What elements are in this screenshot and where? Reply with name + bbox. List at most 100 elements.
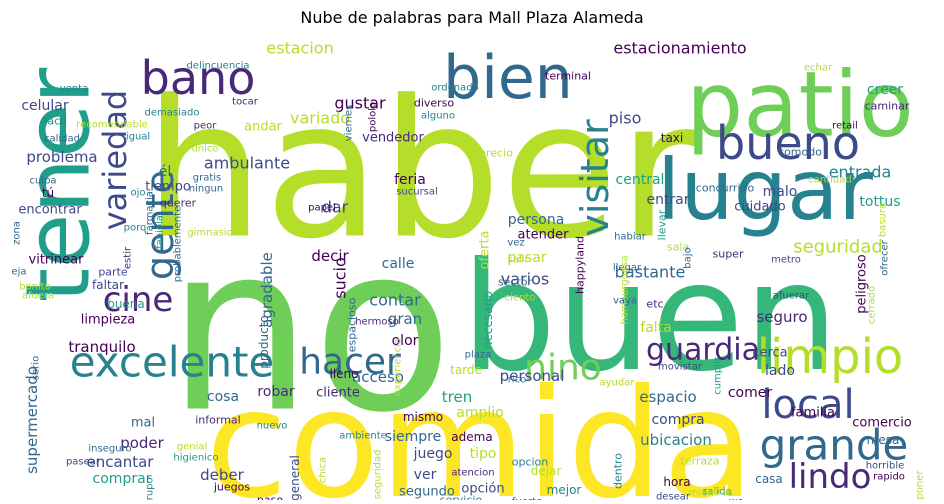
word-181: sector (498, 276, 533, 289)
word-71: vitrinear (29, 253, 85, 268)
word-19: local (761, 382, 854, 428)
word-131: movistar (658, 362, 703, 373)
word-152: ojo (130, 188, 145, 199)
word-48: tottus (859, 194, 900, 210)
word-28: ambulante (204, 154, 290, 173)
word-45: entrar (646, 192, 689, 208)
word-7: bano (141, 51, 256, 105)
word-187: super (713, 248, 744, 261)
word-94: tren (442, 388, 472, 406)
word-104: ver (414, 467, 437, 483)
word-84: compra (651, 412, 704, 428)
word-143: serio (31, 356, 42, 380)
word-96: siempre (385, 429, 441, 445)
word-197: experiencia (393, 338, 404, 396)
word-32: calidad (44, 134, 80, 145)
word-88: supermercado (23, 366, 41, 474)
word-9: bueno (716, 116, 860, 170)
word-112: pasear (66, 457, 101, 468)
word-119: nuevo (257, 421, 288, 432)
word-168: viernes (344, 105, 355, 141)
word-190: cerrado (867, 286, 878, 324)
word-151: querer (160, 197, 197, 210)
word-69: gran (388, 310, 422, 328)
word-13: cine (103, 280, 174, 320)
word-46: malo (763, 184, 798, 200)
word-3: comida (205, 358, 754, 500)
word-68: agradable (258, 252, 276, 328)
word-103: mesa (867, 433, 900, 447)
word-61: varios (501, 270, 549, 289)
word-185: etc (646, 298, 663, 311)
word-202: wc (729, 497, 743, 501)
word-11: gente (138, 170, 182, 280)
word-47: cuidado (734, 200, 785, 215)
word-164: porq (124, 223, 147, 234)
word-10: variedad (96, 90, 134, 231)
word-70: seguro (756, 308, 807, 326)
word-cloud-title: Nube de palabras para Mall Plaza Alameda (300, 8, 644, 27)
word-183: hamburguesa (620, 255, 631, 324)
word-161: farmacia (145, 191, 156, 235)
word-193: echar (804, 63, 833, 74)
word-147: zona (12, 221, 23, 245)
word-85: cosa (207, 389, 239, 405)
word-136: grupo (145, 477, 156, 500)
word-159: gratis (193, 173, 222, 184)
word-33: venta (60, 84, 88, 95)
word-184: vaya (613, 296, 637, 307)
word-92: comprar (93, 471, 152, 487)
word-78: cerca (752, 346, 787, 361)
word-115: mismo (403, 410, 443, 424)
word-186: bajo (683, 247, 694, 268)
word-17: limpio (757, 329, 904, 385)
word-24: gustar (334, 94, 386, 113)
word-31: fácil (44, 115, 67, 128)
word-5: lugar (657, 141, 873, 239)
word-75: limpieza (81, 313, 136, 328)
word-162: fabiola (155, 215, 166, 249)
word-0: haber (144, 60, 697, 281)
word-126: servicio (440, 494, 483, 501)
word-81: acceso (352, 368, 404, 386)
word-41: comodo (778, 146, 822, 159)
word-174: llevar (656, 209, 669, 240)
word-83: espacio (639, 388, 696, 406)
word-40: retail (832, 121, 858, 132)
word-196: hermoso (355, 317, 399, 328)
word-72: parte (98, 266, 128, 279)
word-111: juegos (213, 481, 251, 494)
word-12: visitar (573, 119, 617, 237)
word-98: adema (451, 430, 492, 444)
word-90: poder (120, 434, 164, 452)
word-74: buena (107, 297, 145, 311)
word-157: recomendable (76, 120, 148, 131)
word-2: buen (461, 231, 839, 405)
word-80: comer (728, 385, 773, 401)
word-8: bien (443, 43, 573, 113)
word-102: comercio (852, 416, 912, 431)
word-165: gimnasio (187, 228, 232, 239)
word-140: inseguro (88, 444, 131, 455)
word-139: genial (177, 442, 208, 453)
word-172: andar (244, 120, 282, 135)
word-133: ayudar (600, 378, 636, 389)
word-129: desear (656, 492, 691, 501)
word-107: hora (663, 475, 690, 489)
word-200: poner (915, 470, 926, 500)
word-6: tener (12, 67, 110, 303)
word-160: ningun (189, 184, 223, 195)
word-148: estir (123, 246, 134, 269)
word-79: lado (765, 363, 795, 379)
word-166: papel (308, 203, 336, 214)
word-108: casa (755, 472, 783, 486)
word-49: seguridad (793, 237, 883, 258)
word-182: ciento (505, 293, 536, 304)
word-198: horrible (866, 461, 905, 472)
word-59: encontrar (18, 203, 82, 218)
word-105: segundo (399, 485, 455, 500)
word-26: vendedor (362, 131, 424, 146)
word-39: taxi (661, 131, 684, 145)
word-156: demasiado (145, 108, 200, 119)
word-163: probablemente (173, 206, 184, 282)
